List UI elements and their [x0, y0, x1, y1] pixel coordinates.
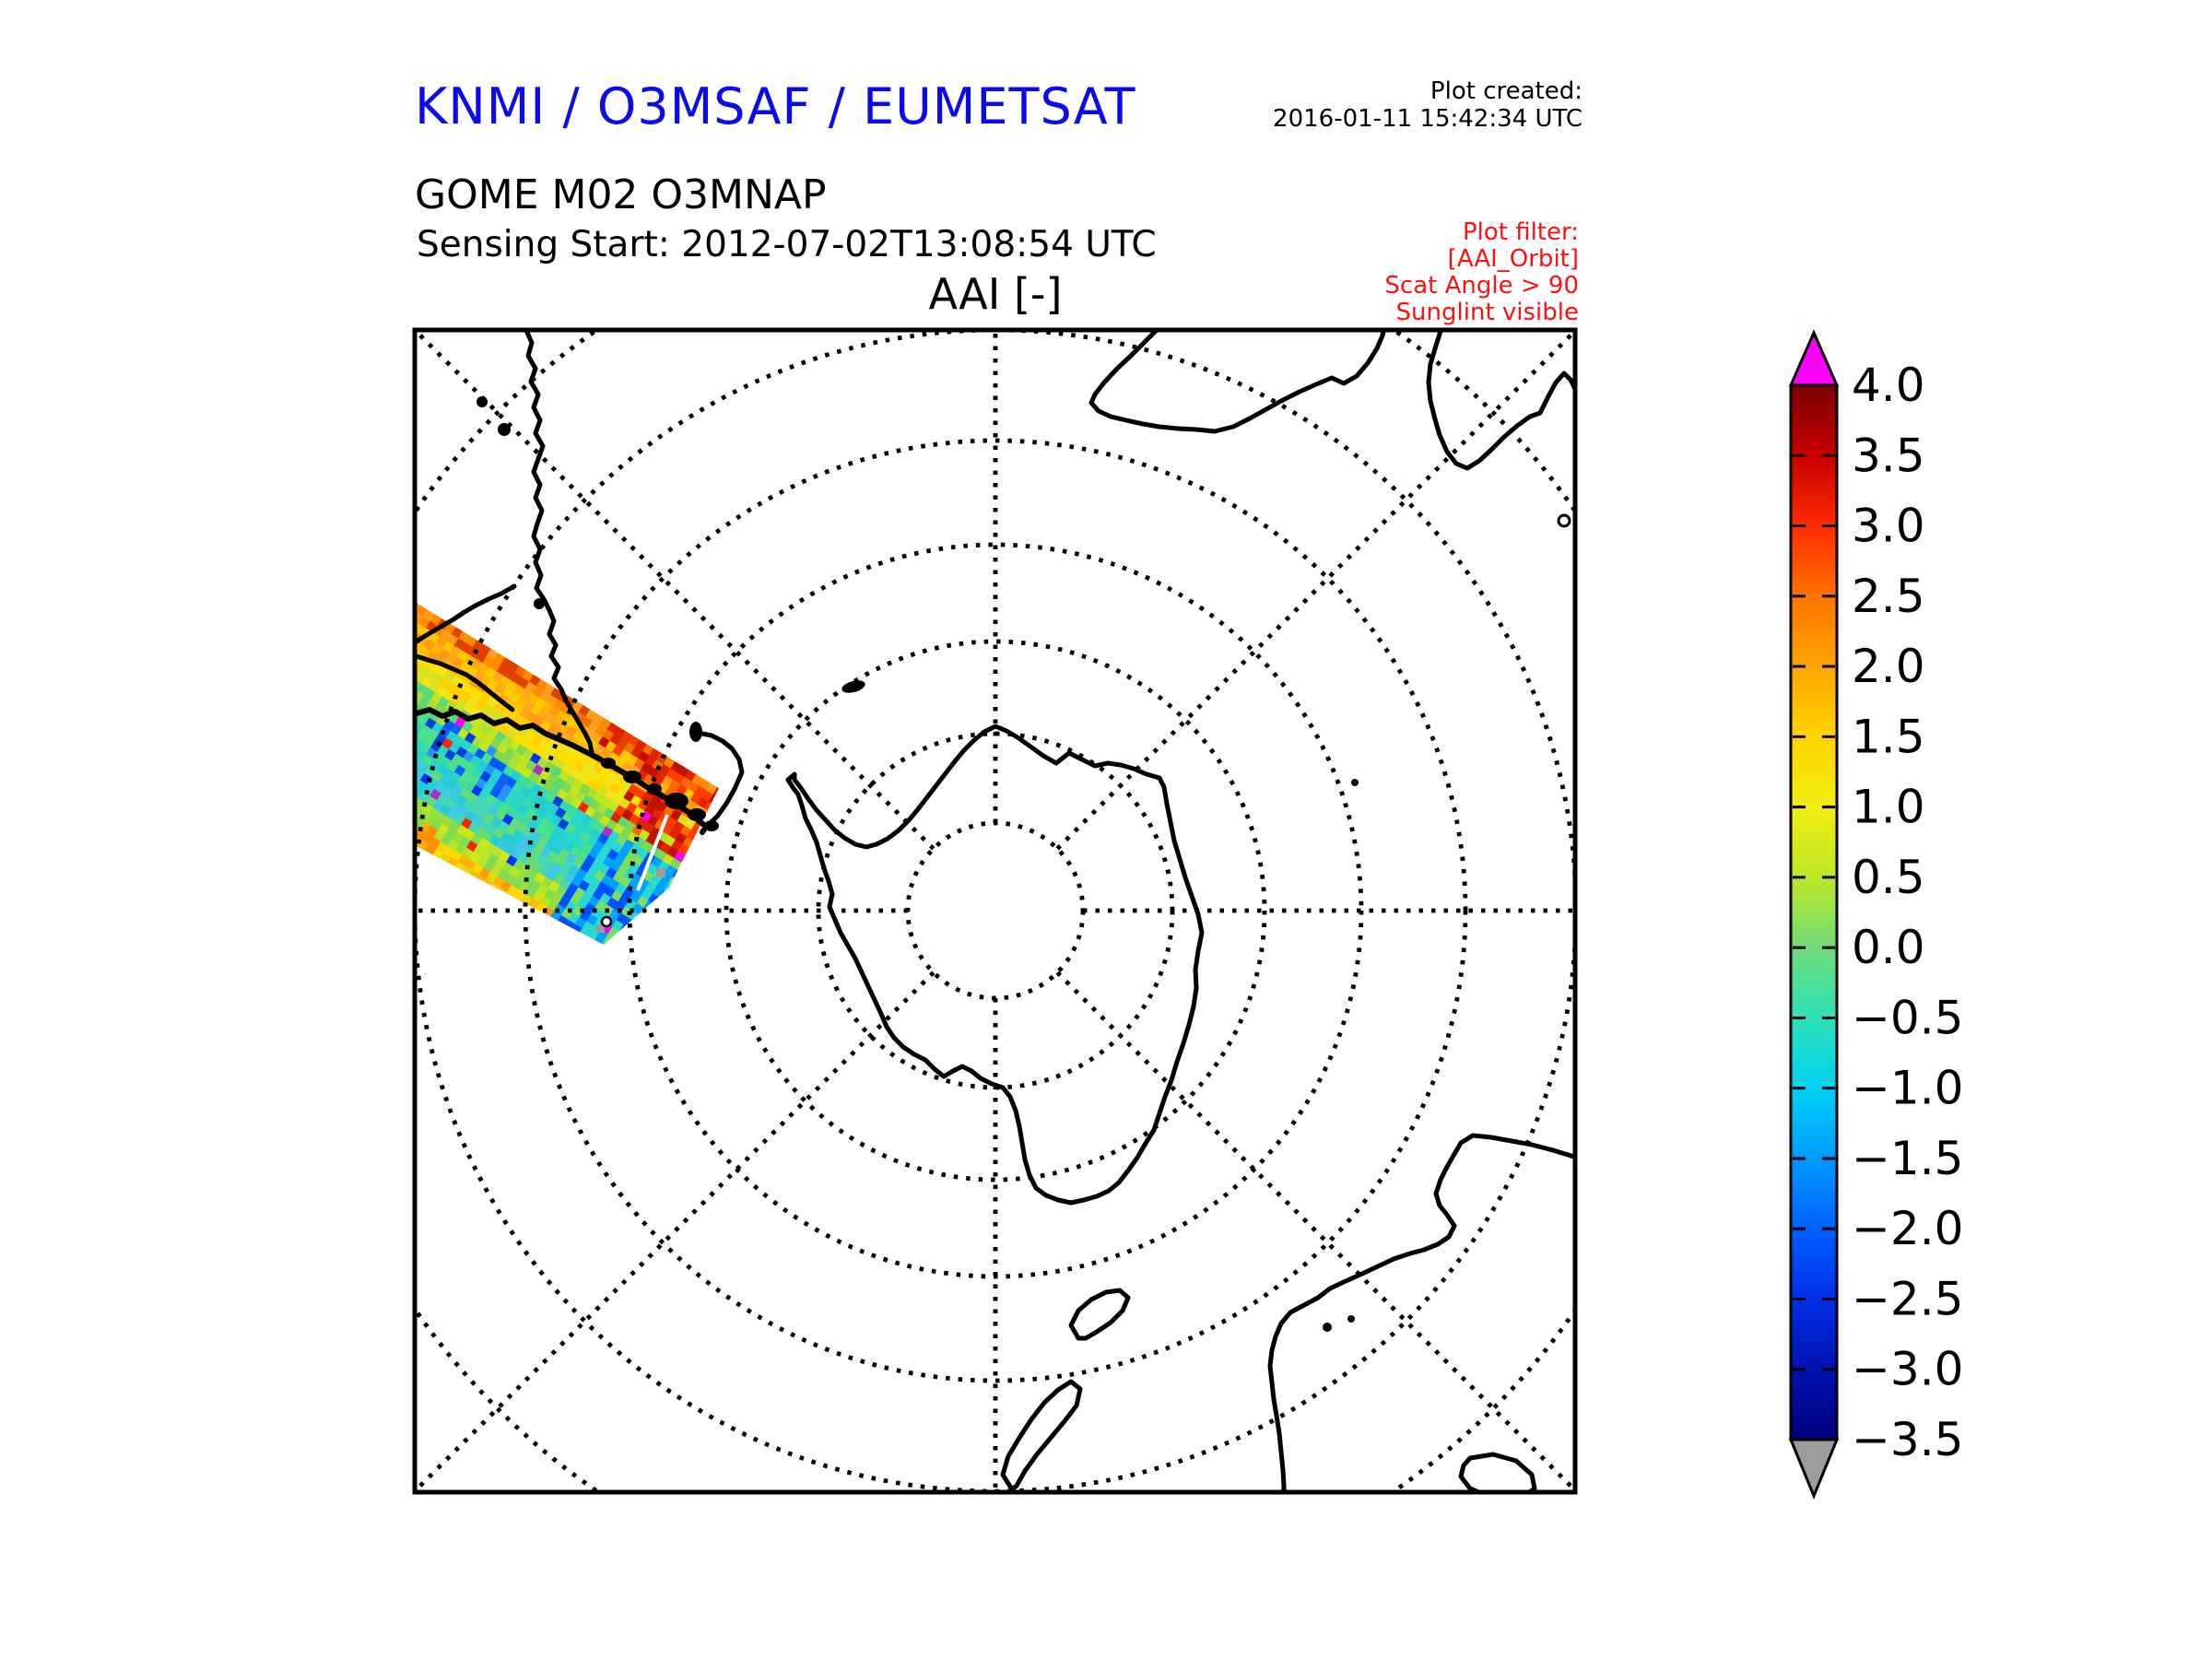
coastlines	[415, 330, 1575, 1492]
filter-line-4: Sunglint visible	[1395, 299, 1579, 326]
swath-gray-pixel	[596, 924, 605, 933]
coastline-new-zealand	[1000, 1379, 1083, 1492]
plot-created-label: Plot created:	[1430, 77, 1583, 105]
coastline-africa	[1088, 330, 1387, 434]
colorbar-tick-label: 0.0	[1852, 921, 1925, 974]
colorbar-tick-label: −2.5	[1852, 1272, 1963, 1325]
coastline-tierra-del-fuego	[700, 731, 745, 830]
colorbar-under-arrow	[1788, 1438, 1840, 1500]
colorbar-tick-label: 2.5	[1852, 570, 1925, 623]
map-frame	[412, 327, 1578, 1495]
plot-filter-block: Plot filter: [AAI_Orbit] Scat Angle > 90…	[1384, 219, 1579, 326]
colorbar-tick-label: 3.5	[1852, 429, 1925, 482]
filter-line-2: [AAI_Orbit]	[1447, 245, 1579, 273]
coastline-fjords	[415, 653, 515, 712]
coastline-fjords	[415, 583, 517, 644]
graticule	[415, 330, 1575, 1492]
colorbar-tick-label: 1.0	[1852, 781, 1925, 834]
colorbar-tick-label: 2.0	[1852, 640, 1925, 693]
coastline-australia	[1267, 1133, 1575, 1492]
small-islands	[477, 396, 1571, 1332]
swath-seam	[636, 814, 669, 891]
coastline-tasmania	[1458, 1452, 1537, 1492]
sensing-start: Sensing Start: 2012-07-02T13:08:54 UTC	[417, 224, 1157, 265]
coastline-madagascar	[1426, 330, 1575, 471]
plot-created-block: Plot created: 2016-01-11 15:42:34 UTC	[1273, 77, 1583, 133]
filter-line-1: Plot filter:	[1462, 218, 1579, 246]
colorbar-tick-label: 4.0	[1852, 359, 1925, 412]
colorbar-tick-label: 0.5	[1852, 851, 1925, 904]
small-island-ring	[600, 915, 613, 928]
map-title: AAI [-]	[928, 269, 1063, 319]
colorbar-tick-label: −3.0	[1852, 1343, 1963, 1396]
colorbar-over-arrow	[1788, 329, 1840, 387]
coastline-antarctica	[785, 724, 1205, 1206]
swath-gray-pixel	[656, 868, 665, 877]
colorbar-tick-label: −0.5	[1852, 991, 1963, 1044]
coastline-south-america	[524, 330, 594, 755]
colorbar-tick-label: 3.0	[1852, 500, 1925, 553]
colorbar-tick-label: −3.5	[1852, 1413, 1963, 1466]
page-title: KNMI / O3MSAF / EUMETSAT	[415, 77, 1136, 135]
colorbar: 4.0 3.5 3.0 2.5 2.0 1.5 1.0 0.5 0.0 −0.5 −1.0 −1.5 −…	[1788, 329, 1963, 1500]
colorbar-tick-label: 1.5	[1852, 710, 1925, 763]
plot-created-timestamp: 2016-01-11 15:42:34 UTC	[1273, 105, 1583, 133]
colorbar-tick-label: −1.0	[1852, 1062, 1963, 1115]
colorbar-tick-label: −2.0	[1852, 1202, 1963, 1255]
aai-swath	[415, 602, 719, 945]
colorbar-tick-label: −1.5	[1852, 1132, 1963, 1185]
product-name: GOME M02 O3MNAP	[415, 171, 827, 218]
coastline-new-zealand	[1068, 1288, 1131, 1341]
filter-line-3: Scat Angle > 90	[1384, 272, 1579, 300]
island-ring	[1557, 513, 1571, 528]
